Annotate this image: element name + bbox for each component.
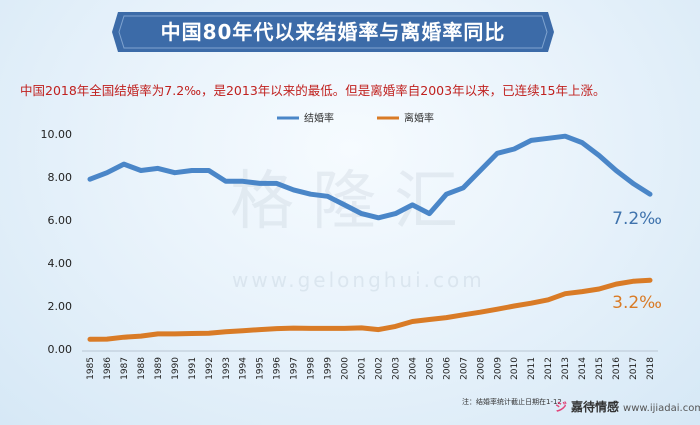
x-tick-label: 2005 — [425, 357, 435, 380]
x-tick-label: 1997 — [290, 357, 300, 380]
brand-logo: ジ — [555, 400, 568, 414]
x-tick-label: 1986 — [103, 357, 113, 380]
x-tick-label: 2011 — [527, 357, 537, 380]
x-tick-label: 2002 — [374, 357, 384, 380]
x-tick-label: 2006 — [442, 357, 452, 380]
x-tick-label: 1988 — [137, 357, 147, 380]
x-tick-label: 1991 — [188, 357, 198, 380]
divorce-rate-line — [87, 277, 653, 342]
x-tick-label: 2018 — [646, 357, 656, 380]
y-tick-label: 0.00 — [48, 343, 73, 356]
x-tick-label: 2008 — [476, 357, 486, 380]
x-tick-label: 2012 — [544, 357, 554, 380]
x-tick-label: 2010 — [510, 357, 520, 380]
x-tick-label: 1993 — [222, 357, 232, 380]
x-tick-label: 2017 — [629, 357, 639, 380]
y-tick-label: 4.00 — [48, 257, 73, 270]
x-tick-label: 1990 — [171, 357, 181, 380]
y-tick-label: 10.00 — [41, 128, 73, 141]
marriage-rate-line — [87, 133, 653, 221]
x-tick-label: 1995 — [256, 357, 266, 380]
x-tick-label: 2013 — [561, 357, 571, 380]
x-tick-label: 1994 — [239, 357, 249, 380]
brand-url: www.ijiadai.com — [623, 403, 700, 414]
y-tick-label: 6.00 — [48, 214, 73, 227]
x-tick-label: 2016 — [612, 357, 622, 380]
marriage-end-label: 7.2‰ — [612, 209, 662, 229]
y-tick-label: 2.00 — [48, 300, 73, 313]
subtitle: 中国2018年全国结婚率为7.2‰，是2013年以来的最低。但是离婚率自2003… — [20, 83, 606, 98]
x-tick-label: 2003 — [391, 357, 401, 380]
title-banner — [112, 12, 554, 52]
x-tick-label: 2009 — [493, 357, 503, 380]
brand: ジ嘉待情感 www.ijiadai.com — [555, 398, 700, 416]
divorce-end-label: 3.2‰ — [612, 293, 662, 313]
x-tick-label: 1992 — [205, 357, 215, 380]
x-tick-label: 2001 — [358, 357, 368, 380]
x-tick-label: 1999 — [324, 357, 334, 380]
x-tick-label: 2014 — [578, 357, 588, 380]
legend-divorce-label: 离婚率 — [404, 112, 434, 125]
x-tick-label: 2015 — [595, 357, 605, 380]
banner-shape — [112, 12, 554, 52]
brand-name: 嘉待情感 — [571, 400, 620, 414]
legend-marriage-label: 结婚率 — [304, 112, 334, 125]
y-tick-label: 8.00 — [48, 171, 73, 184]
x-tick-label: 1985 — [86, 357, 96, 380]
x-tick-label: 2007 — [459, 357, 469, 380]
x-tick-label: 1989 — [154, 357, 164, 380]
footnote: 注：结婚率统计截止日期在1-12 — [462, 398, 562, 406]
x-tick-label: 1987 — [120, 357, 130, 380]
x-tick-label: 1996 — [273, 357, 283, 380]
page-title: 中国80年代以来结婚率与离婚率同比 — [160, 20, 506, 44]
x-tick-label: 2004 — [408, 357, 418, 380]
watermark-url: www.gelonghui.com — [232, 268, 485, 292]
x-tick-label: 2000 — [341, 357, 351, 380]
x-tick-label: 1998 — [307, 357, 317, 380]
banner-inner-border — [118, 15, 548, 49]
